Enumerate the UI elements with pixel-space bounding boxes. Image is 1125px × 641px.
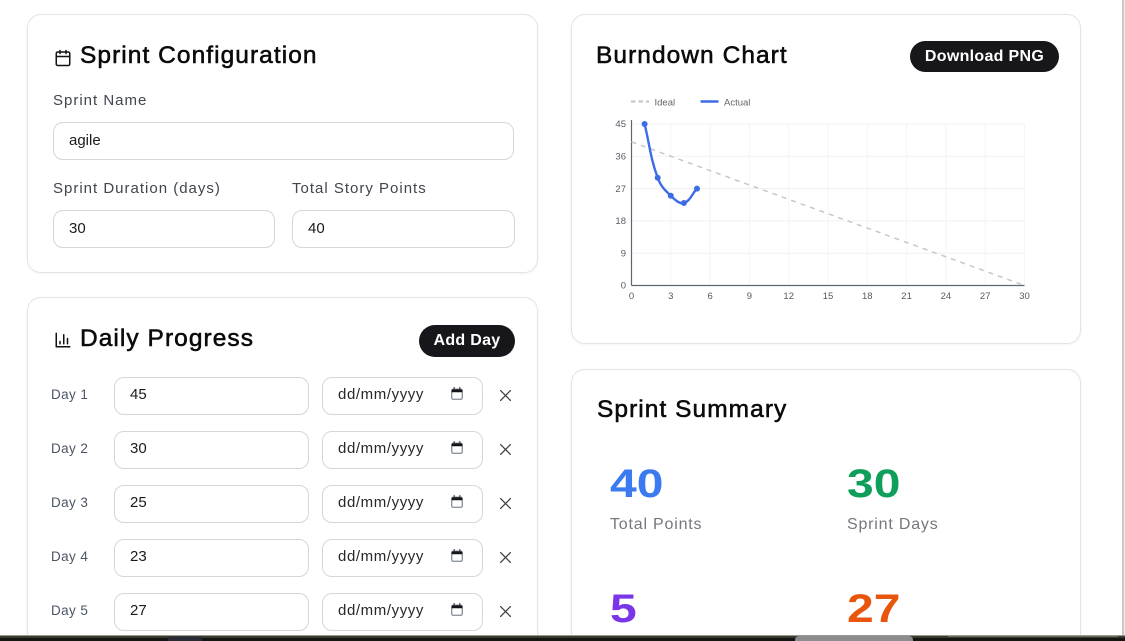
svg-text:27: 27 <box>615 184 626 195</box>
svg-text:Actual: Actual <box>724 98 750 109</box>
svg-text:18: 18 <box>615 216 626 227</box>
svg-text:0: 0 <box>621 281 626 292</box>
svg-text:24: 24 <box>941 291 952 302</box>
svg-text:6: 6 <box>707 291 712 302</box>
svg-text:12: 12 <box>783 291 794 302</box>
svg-text:36: 36 <box>615 152 626 163</box>
svg-text:45: 45 <box>615 119 626 130</box>
svg-text:9: 9 <box>621 248 626 259</box>
svg-text:30: 30 <box>1019 291 1030 302</box>
svg-text:18: 18 <box>862 291 873 302</box>
svg-text:15: 15 <box>823 291 834 302</box>
svg-text:3: 3 <box>668 291 673 302</box>
svg-text:Ideal: Ideal <box>655 98 676 109</box>
svg-text:21: 21 <box>901 291 912 302</box>
svg-text:9: 9 <box>747 291 752 302</box>
svg-text:0: 0 <box>629 291 634 302</box>
svg-text:27: 27 <box>980 291 991 302</box>
